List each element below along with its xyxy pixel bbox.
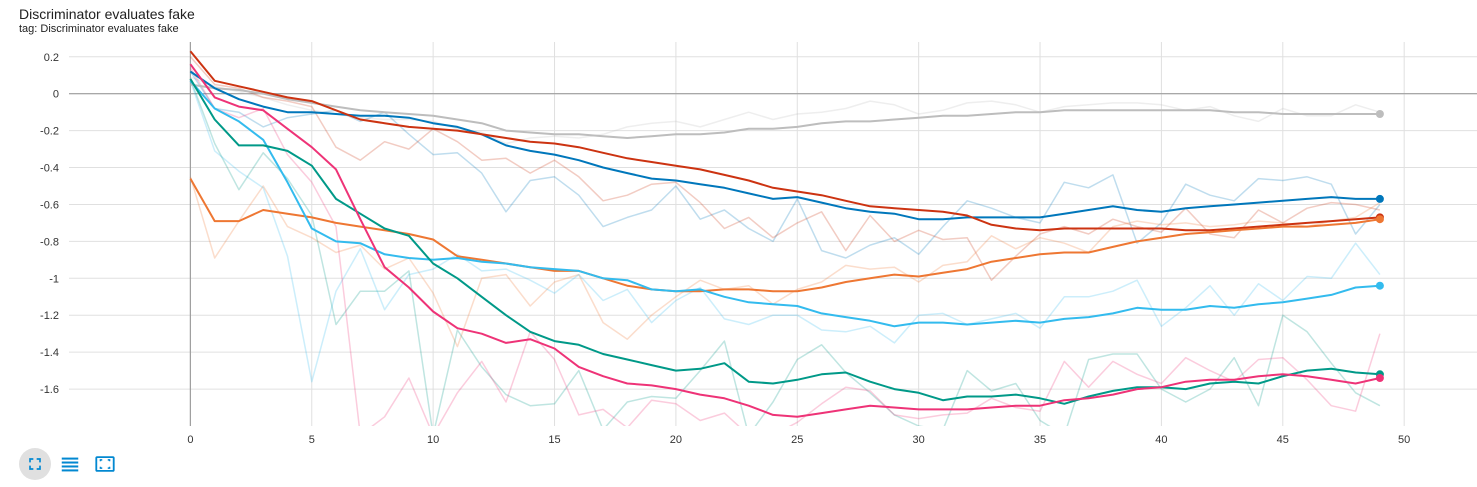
raw-series-line-6 <box>189 67 1381 426</box>
fit-domain-button[interactable] <box>19 448 51 480</box>
crop-icon <box>95 456 115 472</box>
y-tick-label: -1.6 <box>40 384 59 396</box>
tick-labels: 0 5 10 15 20 25 30 35 40 45 50 0.2 0 -0.2 -0.4 -0.6 -0.8… <box>40 52 1410 446</box>
y-tick-label: -0.6 <box>40 199 59 211</box>
series-line-2 <box>189 50 1380 232</box>
x-tick-label: 5 <box>309 434 315 446</box>
series-layer <box>189 50 1384 426</box>
series-end-point-3 <box>1375 215 1384 224</box>
series-line-1 <box>189 70 1380 221</box>
series-line-6 <box>189 63 1381 418</box>
x-tick-label: 25 <box>791 434 803 446</box>
x-tick-label: 50 <box>1398 434 1410 446</box>
x-tick-label: 40 <box>1155 434 1167 446</box>
y-tick-label: 0 <box>53 89 59 101</box>
chart-tag: tag: Discriminator evaluates fake <box>19 23 179 35</box>
series-line-0 <box>190 83 1380 139</box>
fullscreen-icon <box>29 458 41 470</box>
x-tick-label: 20 <box>670 434 682 446</box>
x-tick-label: 15 <box>548 434 560 446</box>
y-tick-label: -0.8 <box>40 236 59 248</box>
x-tick-label: 0 <box>187 434 193 446</box>
chart-grid <box>69 42 1477 426</box>
chart-axes <box>69 42 1477 426</box>
list-icon <box>61 457 79 472</box>
y-tick-label: -1.2 <box>40 310 59 322</box>
y-tick-label: 0.2 <box>44 52 59 64</box>
reset-zoom-button[interactable] <box>89 448 121 480</box>
y-tick-label: -0.2 <box>40 126 59 138</box>
x-tick-label: 10 <box>427 434 439 446</box>
series-end-point-6 <box>1375 374 1384 382</box>
y-tick-label: -0.4 <box>40 163 59 175</box>
raw-series-line-4 <box>189 80 1381 383</box>
x-tick-label: 30 <box>913 434 925 446</box>
series-end-point-4 <box>1375 281 1384 290</box>
y-tick-label: -1 <box>49 273 59 285</box>
chart-title: Discriminator evaluates fake <box>19 6 195 22</box>
raw-series-line-3 <box>189 176 1381 348</box>
y-tick-label: -1.4 <box>40 347 59 359</box>
chart-toolbar <box>19 448 124 480</box>
x-tick-label: 45 <box>1277 434 1289 446</box>
series-line-3 <box>189 178 1381 293</box>
toggle-log-button[interactable] <box>54 448 86 480</box>
series-end-point-0 <box>1375 110 1384 118</box>
series-line-4 <box>189 80 1380 328</box>
series-end-point-1 <box>1375 194 1384 203</box>
series-line-5 <box>189 78 1380 405</box>
raw-series-line-2 <box>189 56 1381 281</box>
x-tick-label: 35 <box>1034 434 1046 446</box>
